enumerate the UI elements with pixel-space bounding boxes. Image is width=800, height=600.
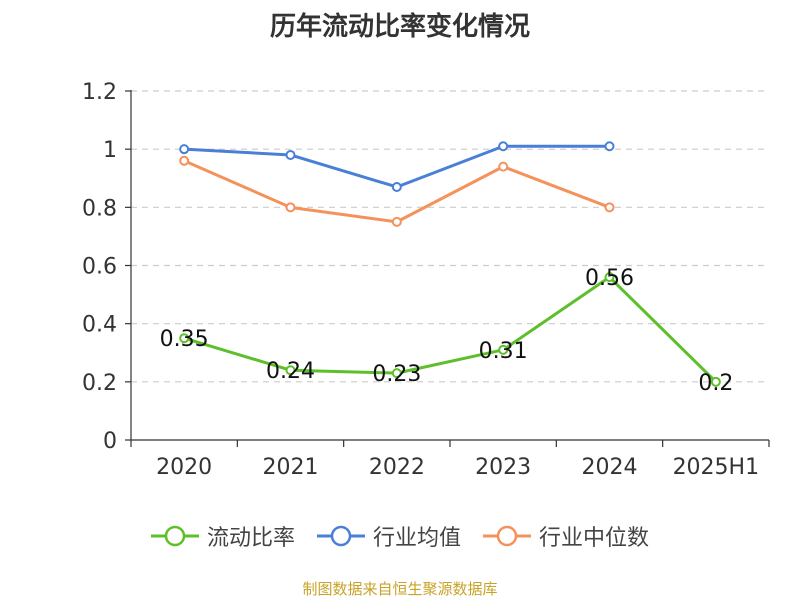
legend-label-current-ratio: 流动比率: [206, 526, 295, 551]
chart-title: 历年流动比率变化情况: [269, 12, 530, 42]
legend-swatch-industry-mean: [316, 525, 365, 547]
y-tick-label: 0.4: [82, 313, 117, 338]
data-source-note: 制图数据来自恒生聚源数据库: [302, 580, 498, 598]
series-line-1: [184, 144, 610, 189]
legend-item-current-ratio[interactable]: 流动比率: [150, 520, 295, 552]
x-tick-label: 2025H1: [673, 455, 760, 480]
data-label: 0.35: [160, 327, 209, 352]
y-tick-label: 0.8: [82, 196, 117, 221]
legend-label-industry-median: 行业中位数: [539, 526, 650, 551]
data-point: [285, 202, 296, 213]
data-point: [391, 216, 402, 227]
data-point: [285, 149, 296, 160]
x-tick-label: 2024: [582, 455, 638, 480]
data-point: [285, 365, 296, 376]
x-tick-label: 2021: [263, 455, 319, 480]
data-point: [604, 141, 615, 152]
legend: 流动比率 行业均值 行业中位数: [0, 520, 800, 552]
y-tick-label: 0.6: [82, 255, 117, 280]
data-point: [179, 333, 190, 344]
legend-swatch-current-ratio: [150, 525, 199, 547]
x-tick-label: 2020: [156, 455, 212, 480]
y-tick-label: 1: [103, 138, 117, 163]
data-point: [604, 272, 615, 283]
y-tick-label: 0: [103, 429, 117, 454]
legend-swatch-industry-median: [483, 525, 531, 547]
data-point: [391, 368, 402, 379]
legend-label-industry-mean: 行业均值: [372, 526, 461, 551]
data-point: [498, 344, 509, 355]
series-line-0: [183, 275, 717, 383]
data-point: [179, 144, 190, 155]
data-point: [179, 155, 190, 166]
legend-item-industry-median[interactable]: 行业中位数: [483, 520, 649, 552]
data-point: [710, 376, 721, 387]
data-point: [604, 202, 615, 213]
data-label: 0.31: [479, 339, 528, 364]
data-point: [498, 161, 509, 172]
x-tick-label: 2022: [369, 455, 425, 480]
data-label: 0.2: [698, 371, 733, 396]
y-tick-label: 1.2: [82, 80, 117, 105]
data-label: 0.24: [266, 359, 315, 384]
data-label: 0.23: [372, 362, 421, 387]
data-point: [391, 181, 402, 192]
x-tick-label: 2023: [475, 455, 531, 480]
legend-item-industry-mean[interactable]: 行业均值: [316, 520, 461, 552]
data-label: 0.56: [585, 266, 634, 291]
data-point: [498, 141, 509, 152]
y-tick-label: 0.2: [82, 371, 117, 396]
